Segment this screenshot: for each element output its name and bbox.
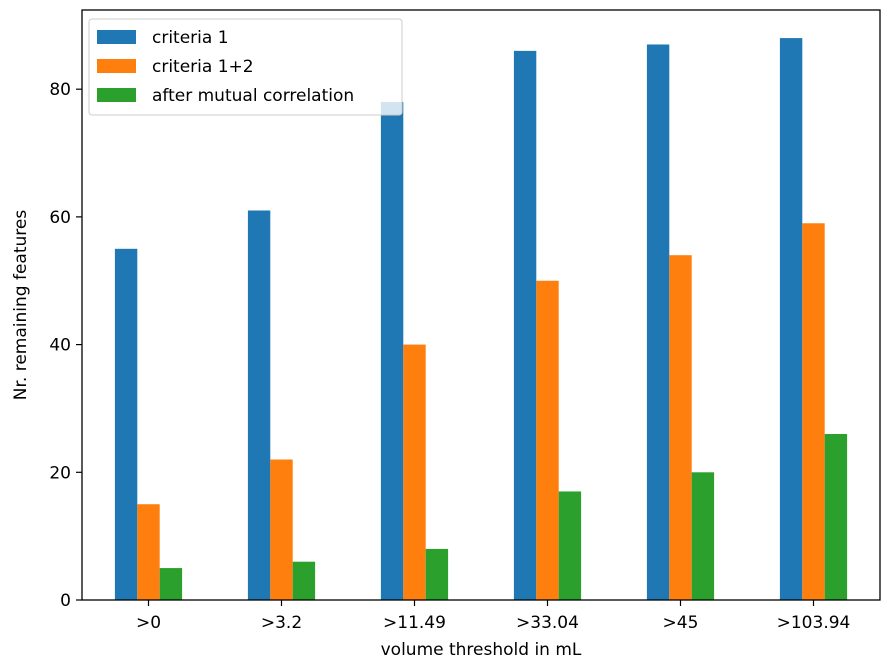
legend-swatch-2: [97, 59, 136, 73]
x-tick-label: >103.94: [777, 613, 851, 633]
legend-label-1: criteria 1: [152, 28, 229, 48]
legend: criteria 1 criteria 1+2 after mutual corre…: [88, 18, 403, 116]
bar-2-3: [403, 344, 426, 600]
y-tick-label: 40: [49, 336, 71, 356]
bar-2-4: [536, 280, 559, 600]
bars-layer: [114, 38, 848, 601]
legend-swatch-1: [97, 30, 136, 44]
x-axis-label: volume threshold in mL: [381, 640, 582, 660]
y-axis-ticks: 0 20 40 60 80: [49, 80, 82, 611]
x-tick-label: >0: [136, 613, 161, 633]
x-tick-label: >33.04: [516, 613, 579, 633]
y-tick-label: 20: [49, 463, 71, 483]
y-tick-label: 80: [49, 80, 71, 100]
legend-swatch-3: [97, 88, 136, 102]
x-tick-label: >45: [663, 613, 699, 633]
bar-3-3: [425, 548, 449, 600]
x-tick-label: >3.2: [261, 613, 302, 633]
plot-frame: [81, 9, 881, 601]
bar-1-4: [513, 50, 537, 601]
y-axis-label: Nr. remaining features: [11, 210, 31, 401]
bar-1-6: [779, 38, 803, 601]
bar-1-2: [247, 210, 271, 600]
bar-3-1: [159, 568, 183, 600]
y-tick-label: 0: [60, 591, 71, 611]
bar-1-3: [380, 101, 404, 600]
x-tick-label: >11.49: [383, 613, 446, 633]
bar-3-2: [292, 561, 316, 600]
y-tick-label: 60: [49, 208, 71, 228]
bar-2-6: [802, 223, 825, 600]
bar-3-4: [558, 491, 582, 600]
legend-label-3: after mutual correlation: [152, 86, 354, 106]
bar-2-1: [137, 504, 160, 600]
bar-2-5: [669, 255, 692, 600]
bar-3-5: [691, 472, 715, 600]
bar-1-1: [114, 248, 138, 600]
bar-3-6: [824, 433, 848, 600]
legend-label-2: criteria 1+2: [152, 57, 254, 77]
bar-1-5: [646, 44, 670, 601]
bar-2-2: [270, 459, 293, 600]
legend-box: [88, 18, 403, 116]
x-axis-ticks: >0 >3.2 >11.49 >33.04 >45 >103.94: [136, 600, 850, 633]
